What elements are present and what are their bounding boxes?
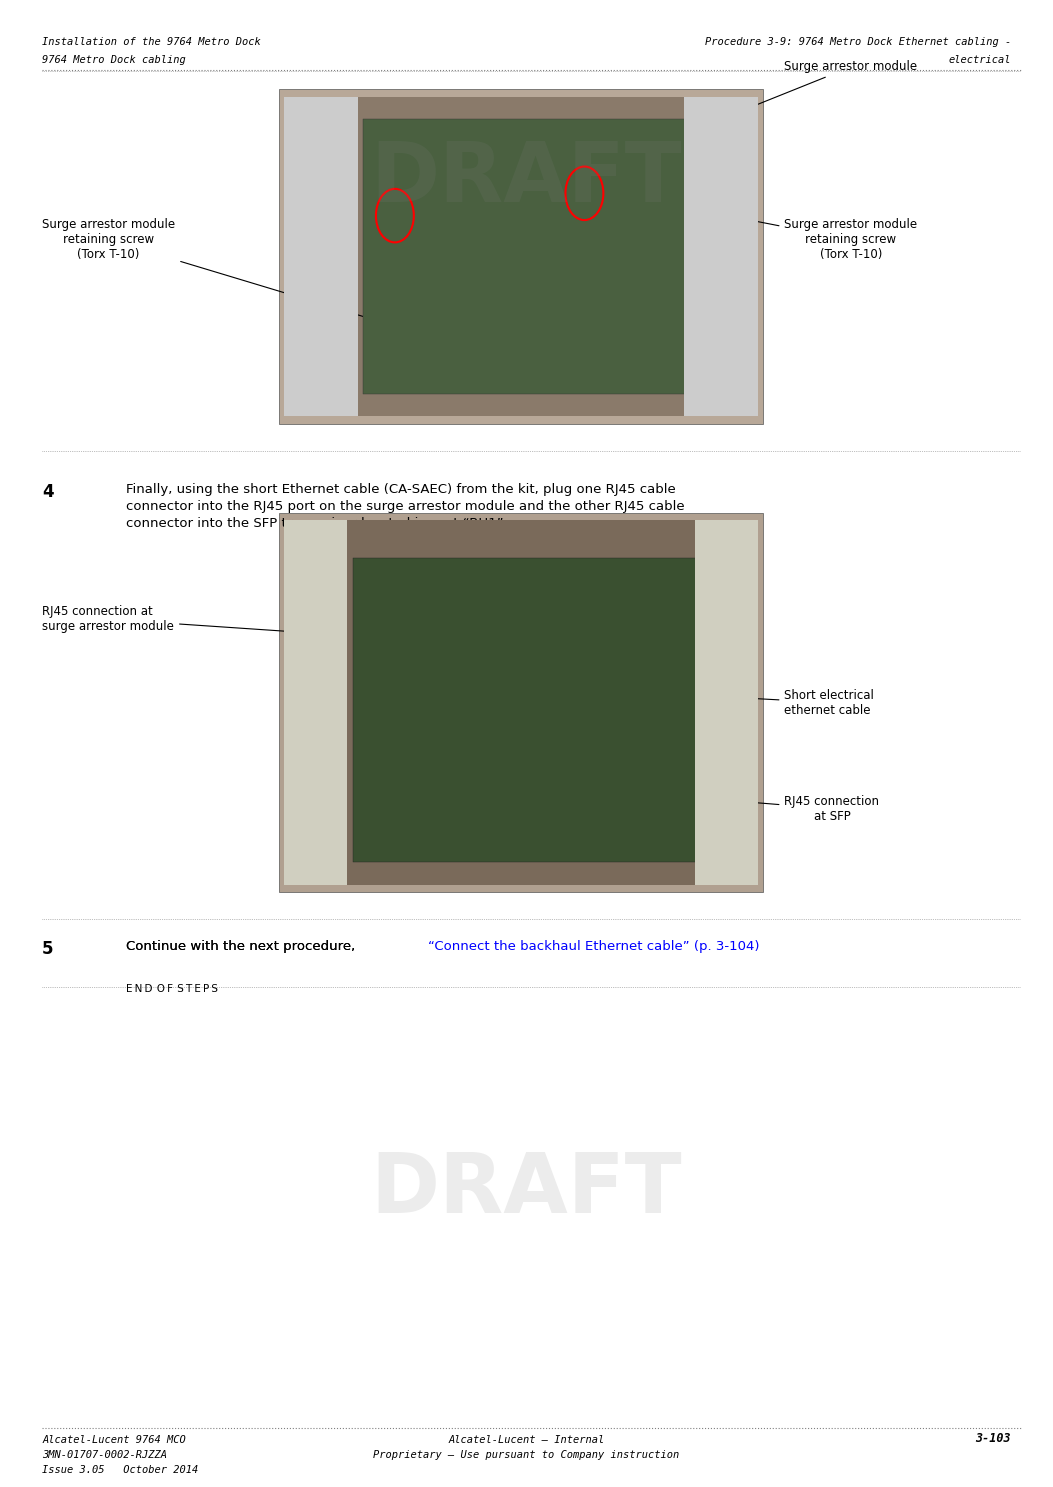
Text: Surge arrestor module: Surge arrestor module xyxy=(726,61,917,117)
Text: RJ45 connection
at SFP: RJ45 connection at SFP xyxy=(694,794,879,822)
Text: Surge arrestor module
retaining screw
(Torx T-10): Surge arrestor module retaining screw (T… xyxy=(683,205,917,262)
Text: Installation of the 9764 Metro Dock: Installation of the 9764 Metro Dock xyxy=(42,37,261,48)
Text: DRAFT: DRAFT xyxy=(371,1149,682,1230)
Text: Continue with the next procedure, “Connect the backhaul Ethernet cable” (p. 3-10: Continue with the next procedure, “Conne… xyxy=(126,940,692,953)
FancyBboxPatch shape xyxy=(279,89,763,424)
Text: 4: 4 xyxy=(42,483,54,501)
Text: Issue 3.05   October 2014: Issue 3.05 October 2014 xyxy=(42,1465,198,1475)
Text: DRAFT: DRAFT xyxy=(371,138,682,219)
Text: Short electrical
ethernet cable: Short electrical ethernet cable xyxy=(694,688,874,717)
Text: 5: 5 xyxy=(42,940,54,958)
Text: “Connect the backhaul Ethernet cable” (p. 3-104): “Connect the backhaul Ethernet cable” (p… xyxy=(428,940,759,953)
Text: 9764 Metro Dock cabling: 9764 Metro Dock cabling xyxy=(42,55,186,65)
Text: RJ45 connection at
surge arrestor module: RJ45 connection at surge arrestor module xyxy=(42,605,327,636)
FancyBboxPatch shape xyxy=(279,513,763,892)
FancyBboxPatch shape xyxy=(363,119,690,394)
Text: Surge arrestor module
retaining screw
(Torx T-10): Surge arrestor module retaining screw (T… xyxy=(42,219,370,320)
FancyBboxPatch shape xyxy=(284,520,347,885)
Text: E N D  O F  S T E P S: E N D O F S T E P S xyxy=(126,984,218,995)
Text: electrical: electrical xyxy=(949,55,1011,65)
Text: 3MN-01707-0002-RJZZA: 3MN-01707-0002-RJZZA xyxy=(42,1450,167,1460)
Text: Alcatel-Lucent 9764 MCO: Alcatel-Lucent 9764 MCO xyxy=(42,1435,186,1445)
FancyBboxPatch shape xyxy=(284,520,758,885)
FancyBboxPatch shape xyxy=(284,97,758,416)
FancyBboxPatch shape xyxy=(353,558,711,862)
Text: Continue with the next procedure,: Continue with the next procedure, xyxy=(126,940,360,953)
Text: Continue with the next procedure,: Continue with the next procedure, xyxy=(126,940,360,953)
Text: 3-103: 3-103 xyxy=(975,1432,1011,1445)
Text: Procedure 3-9: 9764 Metro Dock Ethernet cabling -: Procedure 3-9: 9764 Metro Dock Ethernet … xyxy=(704,37,1011,48)
Text: Finally, using the short Ethernet cable (CA-SAEC) from the kit, plug one RJ45 ca: Finally, using the short Ethernet cable … xyxy=(126,483,686,531)
Text: Continue with the next procedure,: Continue with the next procedure, xyxy=(126,940,360,953)
FancyBboxPatch shape xyxy=(284,97,358,416)
Text: Proprietary – Use pursuant to Company instruction: Proprietary – Use pursuant to Company in… xyxy=(374,1450,679,1460)
FancyBboxPatch shape xyxy=(684,97,758,416)
Text: Alcatel-Lucent – Internal: Alcatel-Lucent – Internal xyxy=(449,1435,604,1445)
FancyBboxPatch shape xyxy=(695,520,758,885)
